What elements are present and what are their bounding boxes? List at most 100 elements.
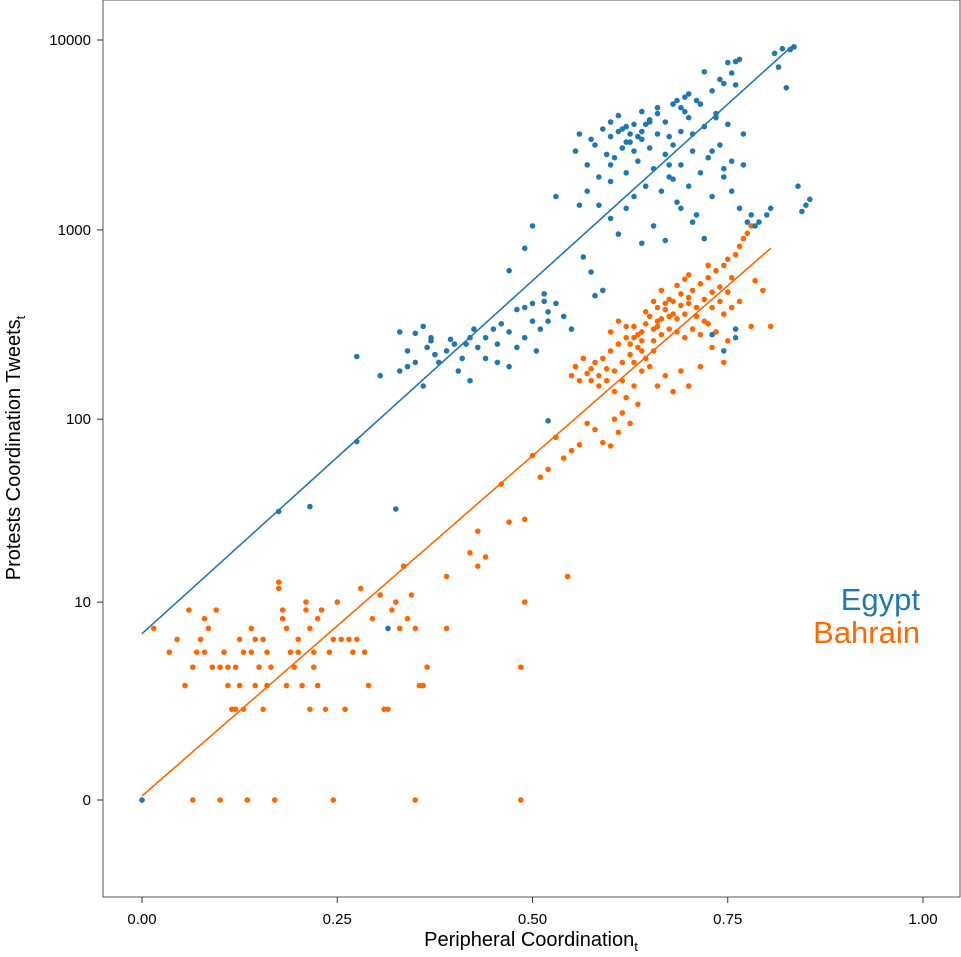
plot-marks <box>139 43 813 803</box>
data-point-bahrain <box>174 636 180 643</box>
data-point-egypt <box>607 133 614 140</box>
data-point-egypt <box>584 188 590 194</box>
data-point-egypt <box>721 174 727 180</box>
data-point-bahrain <box>424 664 430 670</box>
data-point-bahrain <box>658 316 665 322</box>
data-point-bahrain <box>685 300 692 307</box>
data-point-bahrain <box>650 338 657 344</box>
data-point-egypt <box>506 267 512 274</box>
data-point-bahrain <box>748 223 754 229</box>
data-point-egypt <box>744 219 751 225</box>
data-point-egypt <box>639 128 645 135</box>
data-point-bahrain <box>646 363 653 370</box>
data-point-bahrain <box>334 599 341 605</box>
data-point-bahrain <box>186 607 192 613</box>
data-point-bahrain <box>318 607 325 613</box>
data-point-bahrain <box>408 592 415 598</box>
data-point-bahrain <box>287 649 294 655</box>
data-point-egypt <box>553 300 559 307</box>
data-point-bahrain <box>209 664 216 670</box>
data-point-bahrain <box>623 323 629 330</box>
data-point-bahrain <box>205 625 212 632</box>
data-point-egypt <box>756 219 762 225</box>
data-point-bahrain <box>682 276 688 283</box>
data-point-bahrain <box>619 359 626 366</box>
data-point-egypt <box>482 334 489 341</box>
data-point-bahrain <box>654 383 661 389</box>
data-point-bahrain <box>291 664 298 670</box>
data-point-bahrain <box>240 649 247 655</box>
data-point-bahrain <box>678 368 684 374</box>
data-point-egypt <box>670 142 676 148</box>
data-point-bahrain <box>725 256 731 263</box>
data-point-egypt <box>639 240 645 247</box>
data-point-bahrain <box>303 607 309 613</box>
data-point-bahrain <box>689 287 696 294</box>
data-point-bahrain <box>615 318 622 325</box>
data-point-egypt <box>685 114 692 121</box>
data-point-egypt <box>752 223 758 229</box>
data-point-bahrain <box>580 355 587 362</box>
fit-line-egypt <box>141 43 795 635</box>
data-point-bahrain <box>713 329 719 335</box>
data-point-egypt <box>603 151 610 158</box>
data-point-egypt <box>721 348 727 354</box>
data-point-egypt <box>482 355 489 362</box>
data-point-bahrain <box>545 466 551 473</box>
data-point-egypt <box>728 70 735 76</box>
data-point-bahrain <box>705 321 711 327</box>
data-point-egypt <box>615 112 622 119</box>
data-point-egypt <box>584 162 590 168</box>
data-point-bahrain <box>295 636 302 643</box>
data-point-bahrain <box>268 664 274 670</box>
data-point-bahrain <box>369 615 376 622</box>
data-point-egypt <box>654 104 661 111</box>
data-point-bahrain <box>740 235 747 242</box>
data-point-egypt <box>717 76 723 83</box>
data-point-bahrain <box>639 348 645 354</box>
data-point-bahrain <box>560 455 567 461</box>
data-point-bahrain <box>600 355 606 362</box>
data-point-egypt <box>732 334 739 341</box>
data-point-egypt <box>682 108 688 115</box>
data-point-egypt <box>732 82 739 88</box>
data-point-bahrain <box>639 338 645 344</box>
data-point-bahrain <box>709 344 715 351</box>
data-point-bahrain <box>572 363 579 370</box>
data-point-bahrain <box>682 311 688 317</box>
data-point-bahrain <box>603 366 610 372</box>
data-point-bahrain <box>725 289 731 295</box>
data-point-bahrain <box>607 329 614 335</box>
data-point-egypt <box>541 291 547 297</box>
data-point-bahrain <box>295 649 302 655</box>
data-point-egypt <box>623 170 629 176</box>
data-point-egypt <box>506 329 512 335</box>
data-point-bahrain <box>697 363 704 370</box>
data-point-bahrain <box>685 294 692 301</box>
data-point-egypt <box>354 353 360 360</box>
data-point-egypt <box>467 377 473 384</box>
data-point-bahrain <box>631 383 637 389</box>
data-point-bahrain <box>725 338 731 344</box>
data-point-egypt <box>725 121 731 128</box>
data-point-egypt <box>709 331 715 338</box>
data-point-bahrain <box>600 439 606 446</box>
data-point-egypt <box>732 326 739 332</box>
data-point-bahrain <box>662 300 669 307</box>
data-point-egypt <box>607 178 614 185</box>
data-point-bahrain <box>642 309 649 315</box>
data-point-bahrain <box>709 304 715 311</box>
data-point-bahrain <box>236 636 243 643</box>
data-point-egypt <box>662 151 669 158</box>
data-point-egypt <box>576 202 583 208</box>
data-point-bahrain <box>596 383 602 389</box>
data-point-egypt <box>775 64 782 70</box>
series-egypt <box>139 44 813 803</box>
data-point-egypt <box>553 193 559 200</box>
y-tick-label: 10 <box>74 594 91 611</box>
data-point-egypt <box>740 131 747 137</box>
data-point-bahrain <box>639 329 645 335</box>
data-point-egypt <box>670 101 676 107</box>
data-point-egypt <box>568 326 575 332</box>
